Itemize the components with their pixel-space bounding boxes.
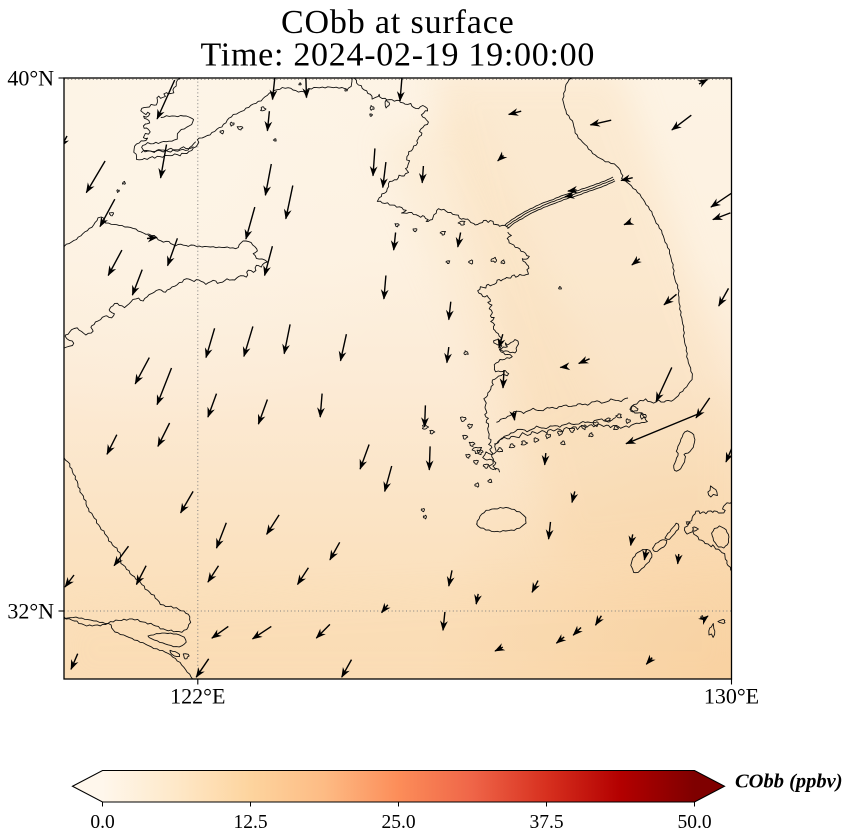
svg-text:50.0: 50.0 xyxy=(677,812,711,833)
svg-text:32°N: 32°N xyxy=(7,599,54,624)
svg-text:CObb (ppbv): CObb (ppbv) xyxy=(735,771,843,793)
svg-text:37.5: 37.5 xyxy=(529,812,563,833)
svg-text:12.5: 12.5 xyxy=(233,812,267,833)
svg-text:122°E: 122°E xyxy=(170,684,225,709)
svg-text:0.0: 0.0 xyxy=(90,812,114,833)
svg-text:CObb at surface: CObb at surface xyxy=(281,4,515,41)
svg-text:Time: 2024-02-19 19:00:00: Time: 2024-02-19 19:00:00 xyxy=(201,36,596,73)
svg-text:25.0: 25.0 xyxy=(381,812,415,833)
svg-text:130°E: 130°E xyxy=(704,684,759,709)
svg-text:40°N: 40°N xyxy=(7,66,54,91)
